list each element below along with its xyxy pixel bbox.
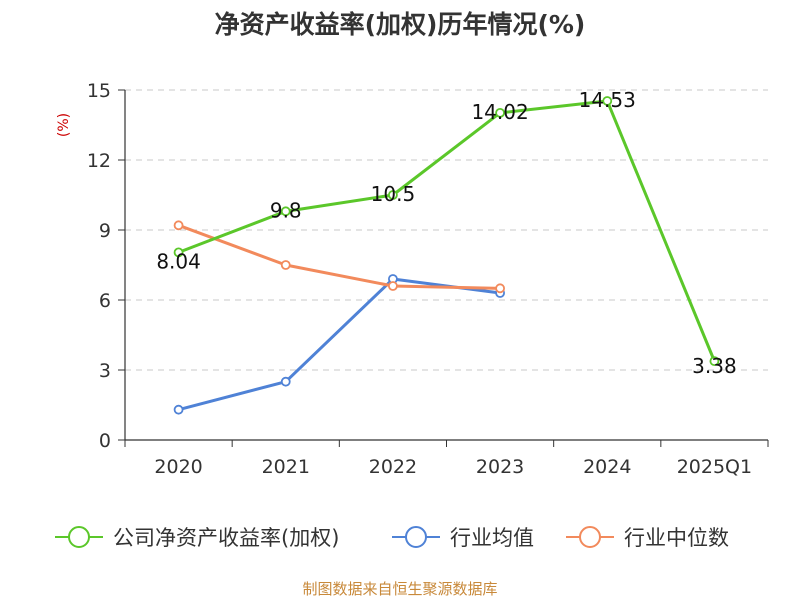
y-tick-label: 0 bbox=[99, 430, 111, 452]
series-2-point-1 bbox=[280, 260, 291, 270]
legend-marker-0 bbox=[68, 526, 90, 548]
data-label-2: 10.5 bbox=[371, 182, 416, 206]
legend-label-2: 行业中位数 bbox=[624, 526, 729, 550]
data-labels: 8.04 9.8 10.5 14.02 14.53 3.38 bbox=[156, 88, 736, 378]
series-line-2 bbox=[178, 223, 501, 290]
chart-title: 净资产收益率(加权)历年情况(%) bbox=[215, 10, 586, 39]
data-label-0: 8.04 bbox=[156, 249, 201, 273]
series-0-point-3 bbox=[495, 107, 505, 118]
series-2-point-2 bbox=[388, 281, 398, 291]
grid-lines bbox=[125, 89, 768, 371]
series-1-point-1 bbox=[280, 376, 291, 387]
x-tick-label: 2020 bbox=[154, 456, 202, 478]
series-lines bbox=[173, 96, 720, 415]
legend-label-1: 行业均值 bbox=[450, 526, 534, 550]
y-tick-label: 15 bbox=[87, 80, 111, 102]
legend-marker-2 bbox=[579, 526, 601, 548]
legend-label-0: 公司净资产收益率(加权) bbox=[113, 526, 339, 550]
x-tick-label: 2023 bbox=[476, 456, 524, 478]
series-line-1 bbox=[178, 277, 501, 412]
series-0-point-2 bbox=[388, 190, 398, 200]
x-tick-label: 2025Q1 bbox=[677, 456, 752, 478]
legend-marker-1 bbox=[405, 526, 427, 548]
legend: 公司净资产收益率(加权) 行业均值 行业中位数 bbox=[55, 526, 729, 550]
x-tick-label: 2024 bbox=[583, 456, 631, 478]
y-tick-label: 3 bbox=[99, 360, 111, 382]
data-label-3: 14.02 bbox=[471, 100, 528, 124]
x-tick-label: 2021 bbox=[262, 456, 310, 478]
x-tick-label: 2022 bbox=[369, 456, 417, 478]
data-label-5: 3.38 bbox=[692, 354, 737, 378]
axes: 0 3 6 9 12 15 2020 2021 2022 2023 2024 2025Q1 bbox=[87, 80, 769, 478]
data-label-1: 9.8 bbox=[270, 198, 302, 222]
y-tick-label: 9 bbox=[99, 220, 111, 242]
series-line-0 bbox=[178, 99, 716, 362]
series-0-point-5 bbox=[709, 356, 720, 367]
series-2-point-3 bbox=[495, 283, 505, 294]
y-tick-label: 12 bbox=[87, 150, 111, 172]
series-0-point-0 bbox=[173, 247, 184, 258]
series-1-point-0 bbox=[173, 404, 184, 415]
y-axis-label: (%) bbox=[56, 113, 72, 137]
source-note: 制图数据来自恒生聚源数据库 bbox=[302, 580, 497, 598]
series-2-point-0 bbox=[173, 220, 184, 231]
data-label-4: 14.53 bbox=[579, 88, 636, 112]
y-tick-label: 6 bbox=[99, 290, 111, 312]
series-0-point-1 bbox=[280, 206, 291, 217]
series-0-point-4 bbox=[602, 96, 613, 106]
